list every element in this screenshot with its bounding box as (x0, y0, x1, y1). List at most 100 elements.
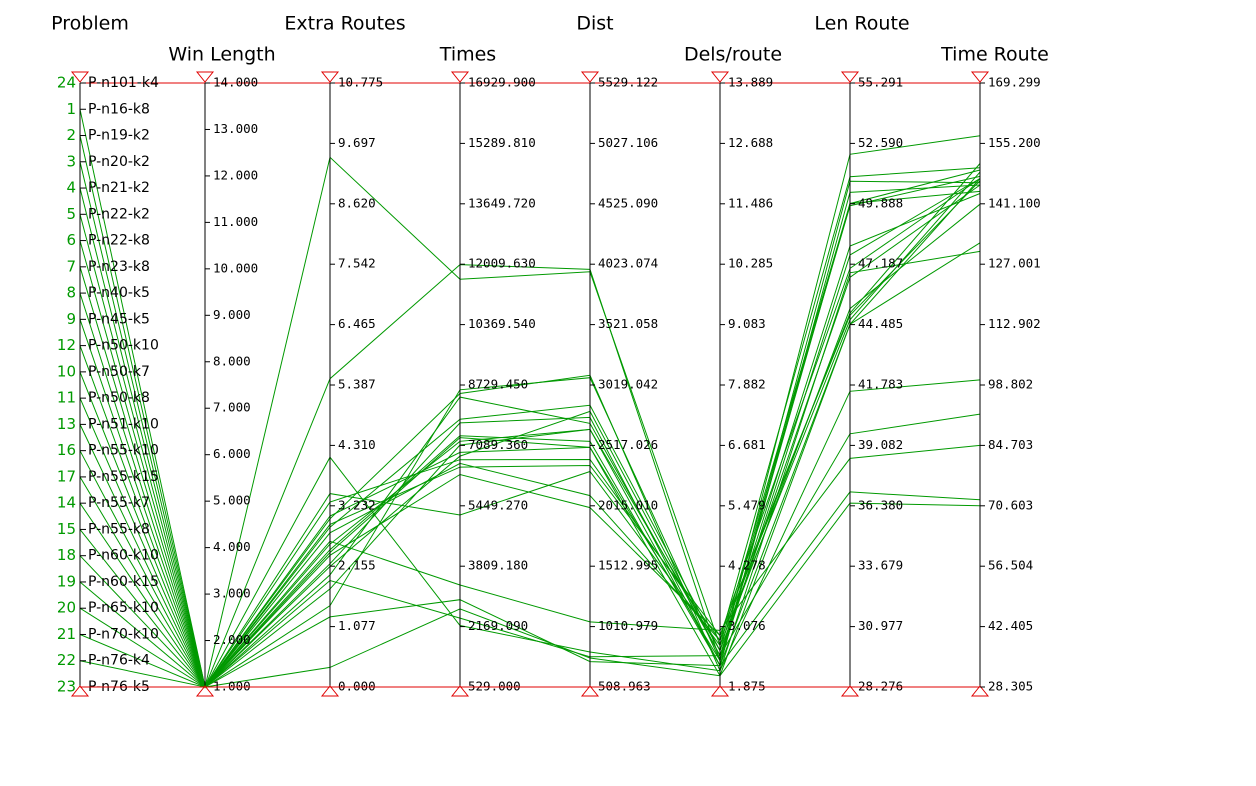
tick-label-7-7: 127.001 (988, 256, 1041, 271)
tick-label-5-10: 13.889 (728, 75, 773, 90)
tick-label-4-4: 2517.026 (598, 437, 658, 452)
record-line-22 (79, 250, 981, 688)
tick-label-6-1: 30.977 (858, 618, 903, 633)
record-line-11 (79, 175, 981, 688)
axis-bottom-handle-6[interactable] (840, 685, 860, 697)
tick-label-7-5: 98.802 (988, 377, 1033, 392)
tick-label-2-6: 6.465 (338, 316, 376, 331)
tick-label-1-13: 14.000 (213, 75, 258, 90)
tick-label-7-0: 28.305 (988, 679, 1033, 694)
category-index-2: 2 (66, 126, 76, 144)
tick-label-3-2: 3809.180 (468, 558, 528, 573)
tick-label-7-9: 155.200 (988, 135, 1041, 150)
axis-top-handle-2[interactable] (320, 71, 340, 83)
category-index-9: 9 (66, 310, 76, 328)
category-index-0: 24 (57, 74, 76, 92)
axis-title-5: Dels/route (684, 44, 782, 66)
tick-label-3-6: 10369.540 (468, 316, 536, 331)
tick-label-1-1: 2.000 (213, 632, 251, 647)
axis-top-handle-1[interactable] (195, 71, 215, 83)
axis-top-handle-3[interactable] (450, 71, 470, 83)
tick-label-7-4: 84.703 (988, 437, 1033, 452)
record-line-23 (80, 178, 981, 688)
axis-bottom-handle-4[interactable] (580, 685, 600, 697)
category-label-7: P-n23-k8 (88, 259, 150, 275)
axis-bottom-handle-3[interactable] (450, 685, 470, 697)
tick-label-6-5: 41.783 (858, 377, 903, 392)
tick-label-1-3: 4.000 (213, 539, 251, 554)
tick-label-5-9: 12.688 (728, 135, 773, 150)
axis-title-6: Len Route (814, 13, 909, 35)
category-label-3: P-n20-k2 (88, 154, 150, 170)
category-index-7: 7 (66, 257, 76, 275)
record-line-18 (79, 171, 981, 688)
record-line-7 (79, 178, 981, 689)
tick-label-6-0: 28.276 (858, 679, 903, 694)
tick-label-6-9: 52.590 (858, 135, 903, 150)
tick-label-6-8: 49.888 (858, 195, 903, 210)
tick-label-3-0: 529.000 (468, 679, 521, 694)
tick-label-2-7: 7.542 (338, 256, 376, 271)
tick-label-2-3: 3.232 (338, 497, 376, 512)
category-index-13: 13 (57, 415, 76, 433)
category-label-10: P-n50-k10 (88, 338, 159, 354)
tick-label-1-9: 10.000 (213, 260, 258, 275)
category-label-18: P-n60-k10 (88, 548, 159, 564)
axis-bottom-handle-0[interactable] (70, 685, 90, 697)
tick-label-2-10: 10.775 (338, 75, 383, 90)
record-line-3 (79, 161, 981, 688)
tick-label-1-10: 11.000 (213, 214, 258, 229)
tick-label-2-5: 5.387 (338, 377, 376, 392)
category-index-5: 5 (66, 205, 76, 223)
tick-label-4-2: 1512.995 (598, 558, 658, 573)
tick-label-7-2: 56.504 (988, 558, 1033, 573)
category-label-2: P-n19-k2 (88, 128, 150, 144)
tick-label-1-11: 12.000 (213, 167, 258, 182)
record-line-9 (79, 169, 981, 689)
category-label-15: P-n55-k15 (88, 469, 159, 485)
tick-label-7-1: 42.405 (988, 618, 1033, 633)
tick-label-3-1: 2169.090 (468, 618, 528, 633)
axis-bottom-handle-7[interactable] (970, 685, 990, 697)
axis-top-handle-7[interactable] (970, 71, 990, 83)
tick-label-3-7: 12009.630 (468, 256, 536, 271)
tick-label-6-3: 36.380 (858, 497, 903, 512)
axis-top-handle-6[interactable] (840, 71, 860, 83)
category-index-3: 3 (66, 152, 76, 170)
axis-top-handle-0[interactable] (70, 71, 90, 83)
record-line-19 (79, 163, 981, 688)
category-index-11: 10 (57, 362, 76, 380)
category-label-21: P-n70-k10 (88, 626, 159, 642)
tick-label-5-8: 11.486 (728, 195, 773, 210)
tick-label-1-6: 7.000 (213, 400, 251, 415)
axis-title-0: Problem (51, 13, 129, 35)
tick-label-1-4: 5.000 (213, 493, 251, 508)
tick-label-2-8: 8.620 (338, 195, 376, 210)
axis-bottom-handle-2[interactable] (320, 685, 340, 697)
category-index-21: 21 (57, 625, 76, 643)
category-index-15: 17 (57, 467, 76, 485)
axis-bottom-handle-1[interactable] (195, 685, 215, 697)
axis-top-handle-4[interactable] (580, 71, 600, 83)
tick-label-2-0: 0.000 (338, 679, 376, 694)
tick-label-3-10: 16929.900 (468, 75, 536, 90)
tick-label-6-4: 39.082 (858, 437, 903, 452)
category-label-0: P-n101-k4 (88, 75, 159, 91)
axis-title-7: Time Route (940, 44, 1049, 66)
tick-label-5-3: 5.479 (728, 497, 766, 512)
tick-label-1-12: 13.000 (213, 121, 258, 136)
tick-label-2-4: 4.310 (338, 437, 376, 452)
axis-bottom-handle-5[interactable] (710, 685, 730, 697)
tick-label-5-1: 3.076 (728, 618, 766, 633)
axis-top-handle-5[interactable] (710, 71, 730, 83)
tick-label-6-10: 55.291 (858, 75, 903, 90)
category-index-17: 15 (57, 520, 76, 538)
tick-label-4-3: 2015.010 (598, 497, 658, 512)
category-label-6: P-n22-k8 (88, 233, 150, 249)
category-index-12: 11 (57, 389, 76, 407)
category-label-19: P-n60-k15 (88, 574, 159, 590)
tick-label-1-5: 6.000 (213, 446, 251, 461)
category-label-16: P-n55-k7 (88, 495, 150, 511)
tick-label-5-0: 1.875 (728, 679, 766, 694)
